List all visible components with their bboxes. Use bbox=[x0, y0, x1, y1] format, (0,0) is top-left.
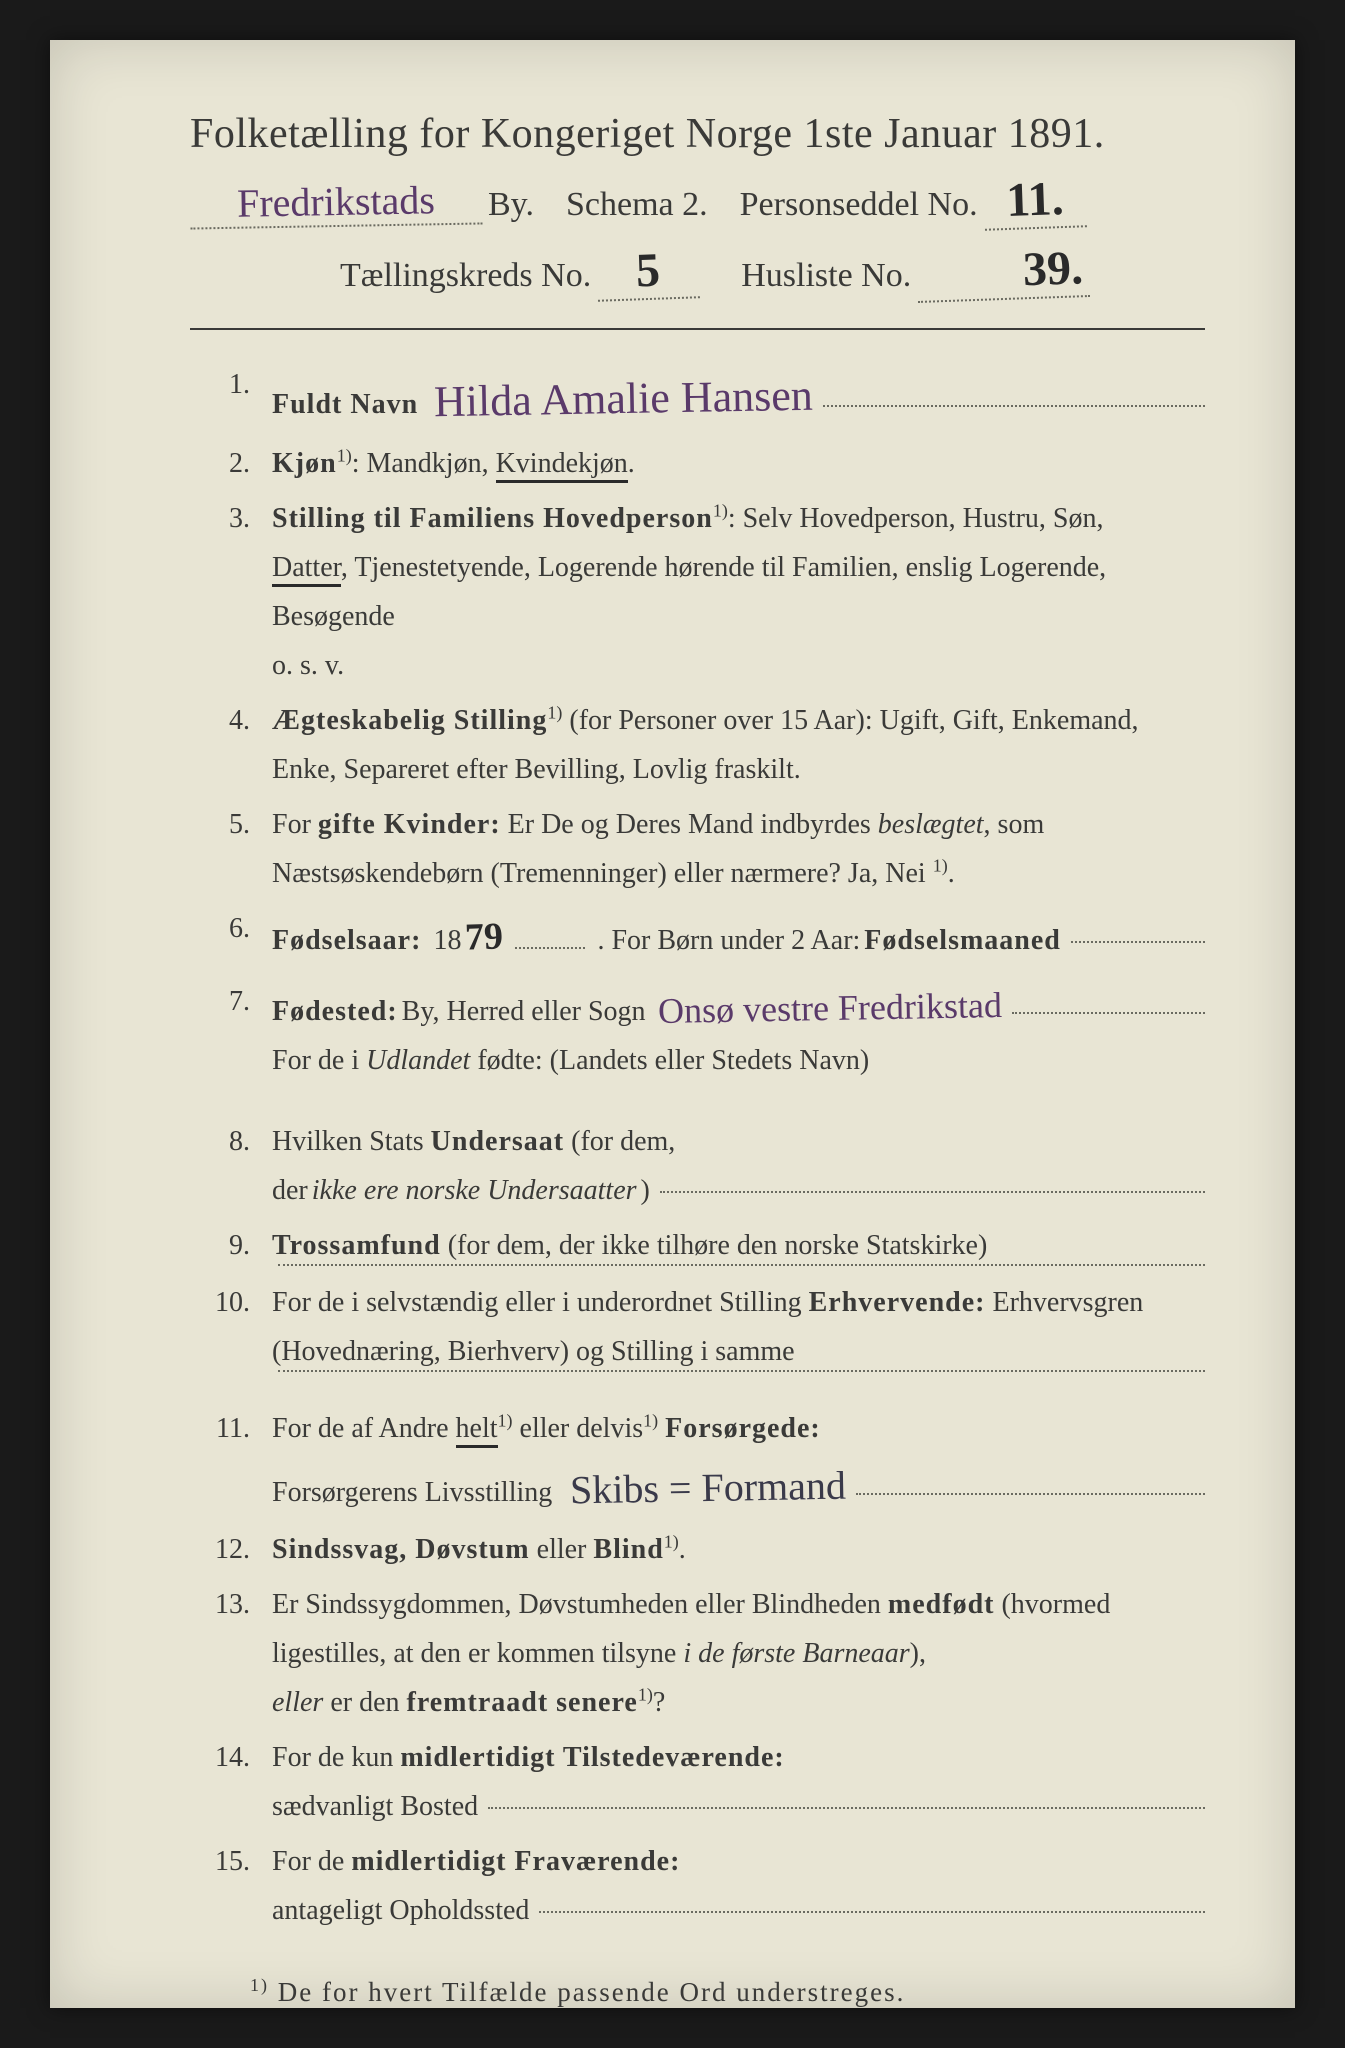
item-7: 7. Fødested: By, Herred eller Sogn Onsø … bbox=[190, 977, 1205, 1085]
item-12-label: Sindssvag, Døvstum bbox=[272, 1534, 530, 1565]
item-2: 2. Kjøn1): Mandkjøn, Kvindekjøn. bbox=[190, 439, 1205, 488]
item-10-label: Erhvervende: bbox=[809, 1287, 986, 1318]
item-6: 6. Fødselsaar: 1879 . For Børn under 2 A… bbox=[190, 904, 1205, 971]
item-11: 11. For de af Andre helt1) eller delvis1… bbox=[190, 1404, 1205, 1519]
personseddel-no: 11. bbox=[983, 170, 1087, 231]
item-6-year: 79 bbox=[464, 903, 504, 971]
husliste-label: Husliste No. bbox=[741, 257, 911, 295]
header-line-2: Fredrikstads By. Schema 2. Personseddel … bbox=[190, 172, 1205, 229]
item-12: 12. Sindssvag, Døvstum eller Blind1). bbox=[190, 1525, 1205, 1574]
item-2-num: 2. bbox=[190, 439, 272, 488]
item-8-num: 8. bbox=[190, 1117, 272, 1215]
item-4: 4. Ægteskabelig Stilling1) (for Personer… bbox=[190, 696, 1205, 794]
item-8-label: Undersaat bbox=[431, 1126, 564, 1157]
item-7-label: Fødested: bbox=[272, 987, 398, 1036]
item-5-num: 5. bbox=[190, 800, 272, 898]
item-1-value: Hilda Amalie Hansen bbox=[434, 357, 814, 441]
census-form-page: Folketælling for Kongeriget Norge 1ste J… bbox=[50, 40, 1295, 2008]
divider bbox=[190, 328, 1205, 330]
item-3-underlined: Datter bbox=[272, 552, 341, 587]
item-14-num: 14. bbox=[190, 1733, 272, 1831]
item-14-label: midlertidigt Tilstedeværende: bbox=[400, 1742, 784, 1773]
kreds-label: Tællingskreds No. bbox=[340, 257, 591, 295]
item-6-num: 6. bbox=[190, 904, 272, 971]
item-13: 13. Er Sindssygdommen, Døvstumheden elle… bbox=[190, 1580, 1205, 1727]
item-1: 1. Fuldt Navn Hilda Amalie Hansen bbox=[190, 360, 1205, 433]
item-5: 5. For gifte Kvinder: Er De og Deres Man… bbox=[190, 800, 1205, 898]
item-2-underlined: Kvindekjøn bbox=[496, 448, 628, 483]
item-9-num: 9. bbox=[190, 1221, 272, 1272]
item-3-label: Stilling til Familiens Hovedperson bbox=[272, 503, 713, 534]
item-9: 9. Trossamfund (for dem, der ikke tilhør… bbox=[190, 1221, 1205, 1272]
item-3: 3. Stilling til Familiens Hovedperson1):… bbox=[190, 494, 1205, 690]
item-5-label: gifte Kvinder: bbox=[318, 809, 501, 840]
item-15-num: 15. bbox=[190, 1837, 272, 1935]
item-10-num: 10. bbox=[190, 1278, 272, 1378]
item-15: 15. For de midlertidigt Fraværende: anta… bbox=[190, 1837, 1205, 1935]
item-4-num: 4. bbox=[190, 696, 272, 794]
item-14: 14. For de kun midlertidigt Tilstedevære… bbox=[190, 1733, 1205, 1831]
schema-label: Schema 2. bbox=[566, 186, 708, 224]
city-label: By. bbox=[488, 186, 534, 224]
item-9-label: Trossamfund bbox=[272, 1230, 441, 1261]
header-line-3: Tællingskreds No. 5 Husliste No. 39. bbox=[340, 243, 1205, 300]
item-7-num: 7. bbox=[190, 977, 272, 1085]
item-10: 10. For de i selvstændig eller i underor… bbox=[190, 1278, 1205, 1378]
item-3-num: 3. bbox=[190, 494, 272, 690]
item-6-label: Fødselsaar: bbox=[272, 916, 421, 965]
item-1-num: 1. bbox=[190, 360, 272, 433]
item-4-label: Ægteskabelig Stilling bbox=[272, 705, 547, 736]
kreds-no: 5 bbox=[596, 241, 700, 302]
city-handwritten: Fredrikstads bbox=[190, 175, 483, 229]
item-1-label: Fuldt Navn bbox=[272, 380, 418, 429]
personseddel-label: Personseddel No. bbox=[740, 186, 978, 224]
husliste-no: 39. bbox=[916, 240, 1090, 303]
item-11-label: Forsørgede: bbox=[665, 1413, 821, 1444]
item-13-num: 13. bbox=[190, 1580, 272, 1727]
item-2-label: Kjøn bbox=[272, 448, 337, 479]
item-12-num: 12. bbox=[190, 1525, 272, 1574]
item-15-label: midlertidigt Fraværende: bbox=[351, 1846, 680, 1877]
item-11-value: Skibs = Formand bbox=[570, 1450, 847, 1525]
footnote: 1) De for hvert Tilfælde passende Ord un… bbox=[250, 1975, 1205, 2008]
title: Folketælling for Kongeriget Norge 1ste J… bbox=[190, 110, 1205, 158]
item-11-num: 11. bbox=[190, 1404, 272, 1519]
item-8: 8. Hvilken Stats Undersaat (for dem, der… bbox=[190, 1117, 1205, 1215]
item-7-value: Onsø vestre Fredrikstad bbox=[657, 974, 1002, 1043]
